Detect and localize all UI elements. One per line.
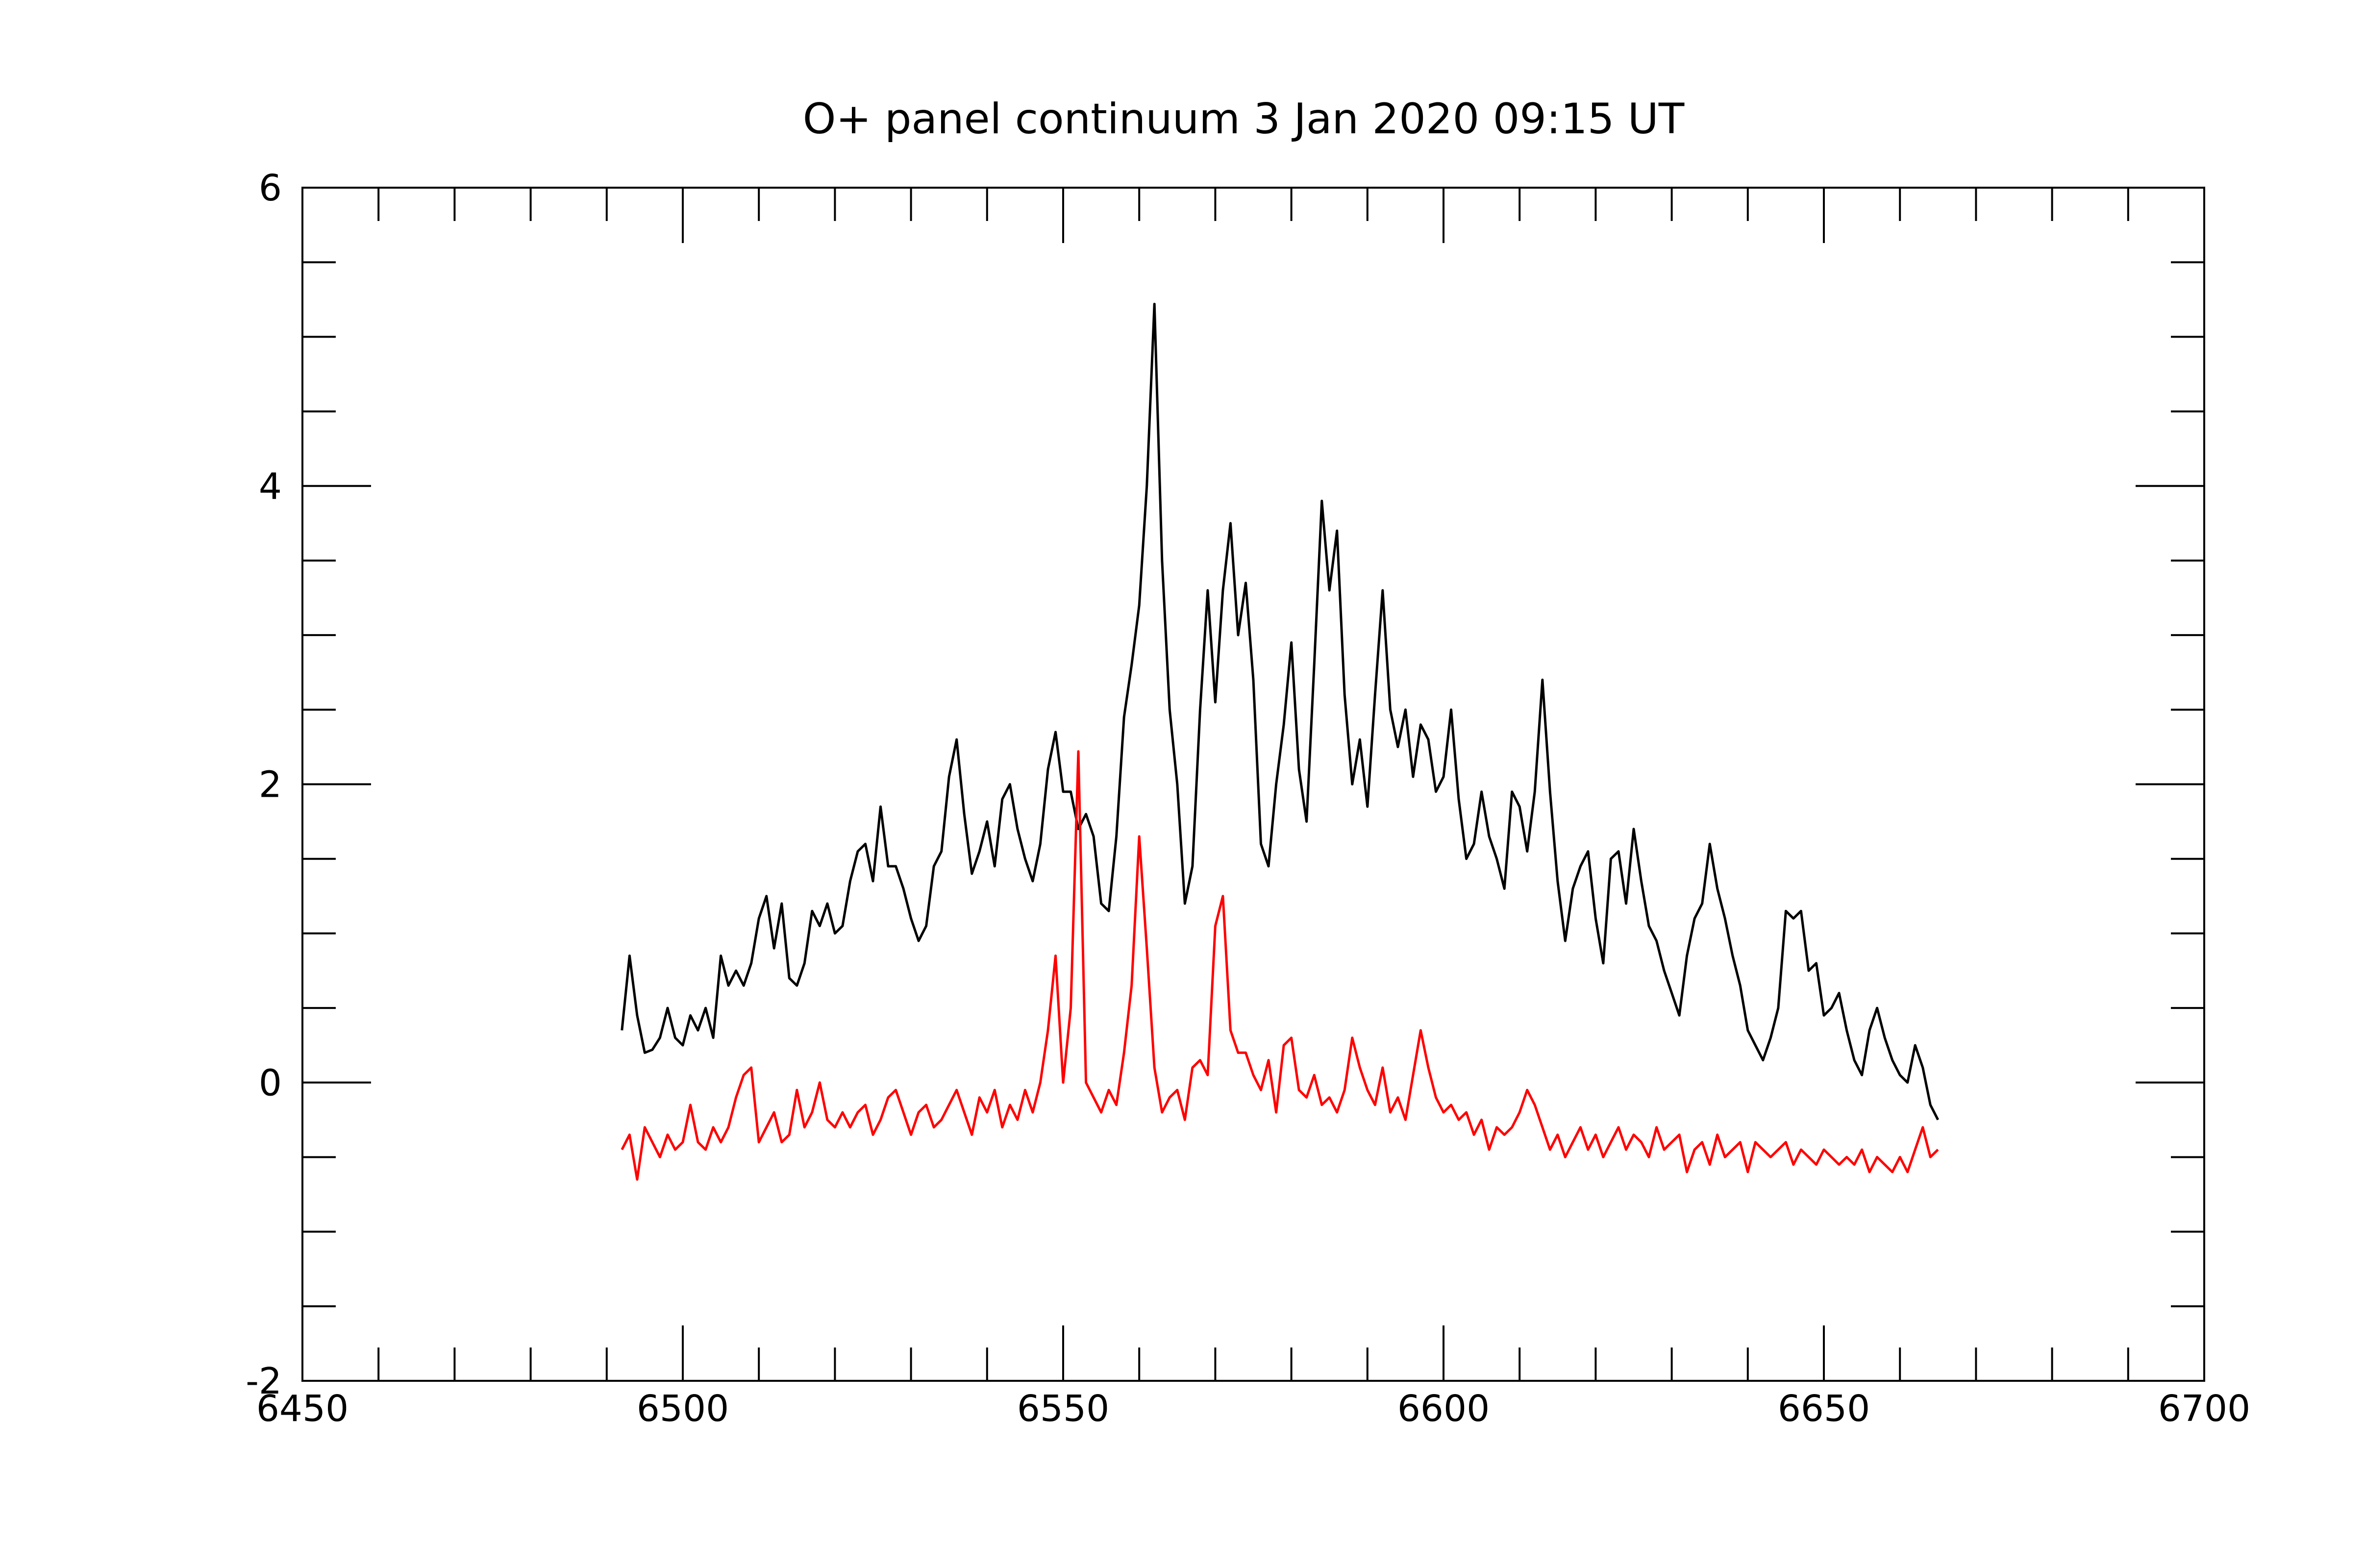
x-tick-label: 6700 — [2158, 1388, 2250, 1430]
y-tick-label: 0 — [259, 1062, 282, 1104]
x-tick-label: 6450 — [256, 1388, 349, 1430]
x-tick-label: 6500 — [637, 1388, 729, 1430]
plot-frame — [301, 187, 2205, 1382]
axes: 6450 6500 6550 6600 6650 6700 -2 0 2 4 6 — [246, 167, 2250, 1430]
series-line-1 — [621, 302, 1940, 1121]
series-line-2 — [621, 750, 1939, 1181]
y-tick-label: 4 — [259, 466, 282, 508]
chart-title: O+ panel continuum 3 Jan 2020 09:15 UT — [803, 95, 1685, 144]
y-tick-label: 2 — [259, 764, 282, 806]
x-tick-label: 6600 — [1397, 1388, 1490, 1430]
y-tick-label: -2 — [246, 1360, 282, 1402]
x-tick-label: 6550 — [1017, 1388, 1109, 1430]
y-tick-label: 6 — [259, 167, 282, 209]
x-tick-label: 6650 — [1778, 1388, 1870, 1430]
series-group — [621, 302, 1940, 1181]
